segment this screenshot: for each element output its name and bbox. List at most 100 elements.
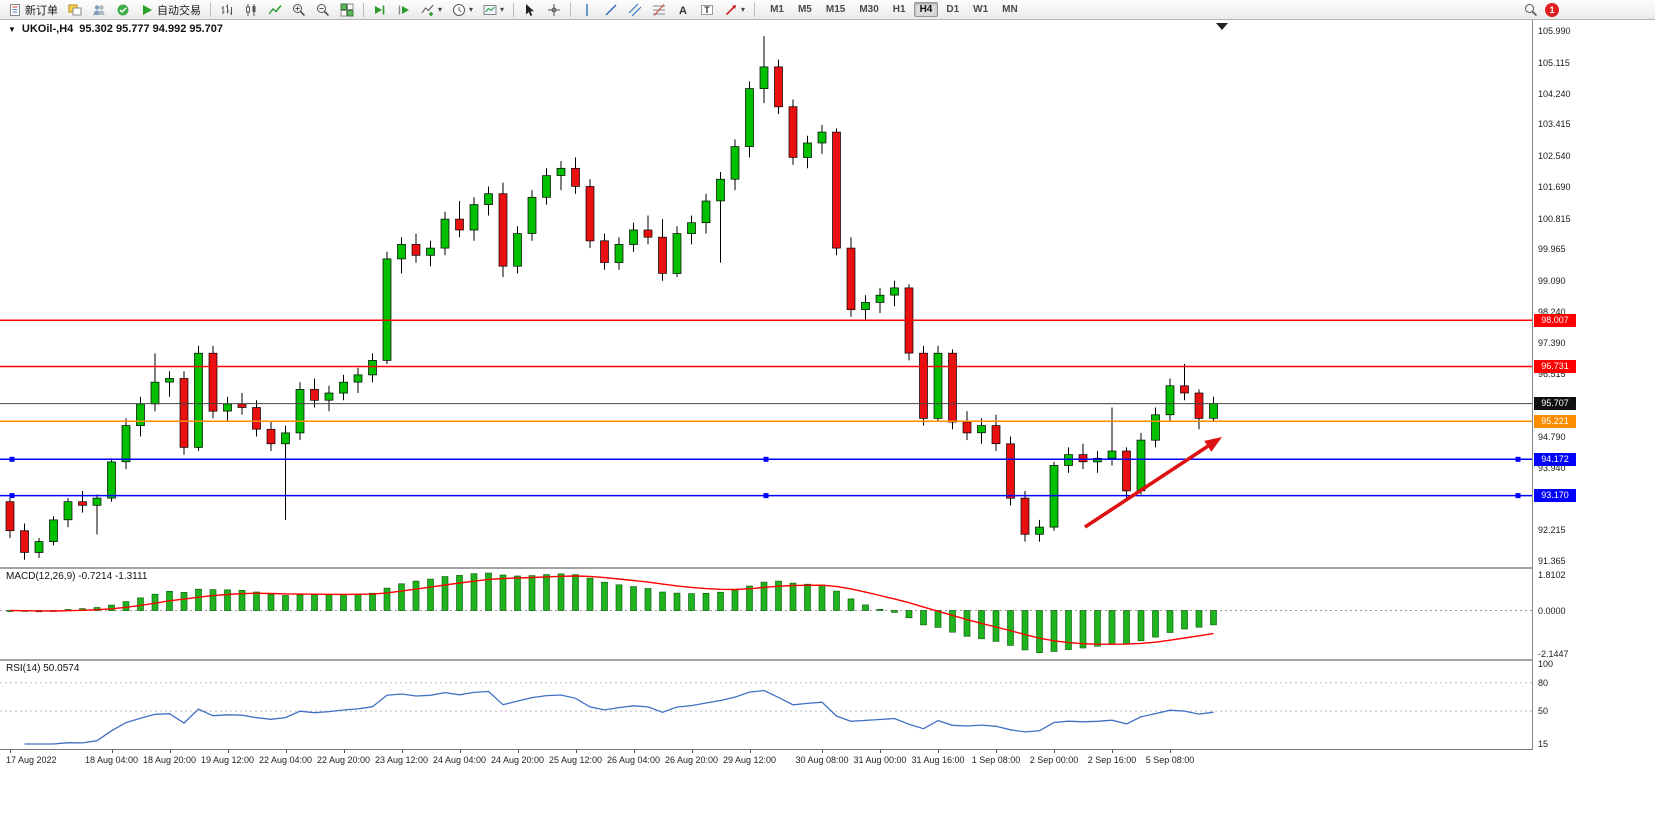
auto-scroll-button[interactable] <box>369 0 391 20</box>
time-axis-tick <box>575 750 577 753</box>
time-axis-tick <box>169 750 171 753</box>
time-axis-separator <box>0 749 1655 750</box>
price-scale-label: 92.215 <box>1538 525 1566 536</box>
vertical-line-button[interactable] <box>576 0 598 20</box>
text-button[interactable]: A <box>672 0 694 20</box>
time-axis-label: 1 Sep 08:00 <box>971 755 1021 765</box>
arrows-button[interactable]: ▾ <box>720 0 749 20</box>
price-scale-label: 103.415 <box>1538 119 1571 130</box>
dropdown-caret: ▾ <box>741 4 746 14</box>
time-axis-label: 25 Aug 12:00 <box>548 755 603 765</box>
hline-handle <box>763 493 769 499</box>
zoom-in-button[interactable] <box>288 0 310 20</box>
templates-icon <box>483 4 497 15</box>
dropdown-caret: ▾ <box>438 4 443 14</box>
time-axis-tick <box>1170 750 1171 753</box>
chart-canvas[interactable] <box>0 20 1532 567</box>
toolbar-separator <box>363 2 364 17</box>
time-axis-label: 31 Aug 16:00 <box>911 755 965 765</box>
price-scale-label: 94.790 <box>1538 431 1566 442</box>
indicators-button[interactable]: ▾ <box>417 0 446 20</box>
notification-badge[interactable]: 1 <box>1545 2 1559 17</box>
time-axis-tick <box>459 750 461 753</box>
time-axis-label: 30 Aug 08:00 <box>795 755 849 765</box>
toolbar-right-group: 1 <box>1524 2 1559 17</box>
trend-arrow-annotation[interactable] <box>1204 437 1222 452</box>
time-axis[interactable]: 17 Aug 2022 18 Aug 04:00 18 Aug 20:00 19 Au… <box>0 750 1655 772</box>
trendline-button[interactable] <box>600 0 622 20</box>
timeframe-d1-button[interactable]: D1 <box>946 4 960 15</box>
profiles-button[interactable] <box>88 0 110 20</box>
clock-icon <box>453 3 466 16</box>
timeframe-m5-button[interactable]: M5 <box>797 4 812 15</box>
market-watch-icon <box>117 4 129 15</box>
rsi-scale-label: 50 <box>1538 706 1549 717</box>
bar-chart-icon <box>221 4 232 15</box>
rsi-scale-label: 100 <box>1538 659 1554 669</box>
text-label-button[interactable]: T <box>696 0 718 20</box>
timeframe-m1-button[interactable]: M1 <box>770 4 784 15</box>
indicators-icon <box>421 4 434 16</box>
timeframe-h1-button[interactable]: H1 <box>892 4 906 15</box>
time-axis-label: 5 Sep 08:00 <box>1145 755 1195 765</box>
templates-button[interactable]: ▾ <box>479 0 508 20</box>
candlestick-chart-button[interactable] <box>240 0 262 20</box>
rsi-canvas[interactable] <box>0 661 1532 749</box>
zoom-out-button[interactable] <box>312 0 334 20</box>
tile-windows-button[interactable] <box>336 0 358 20</box>
one-click-collapse-icon[interactable]: ▼ <box>8 24 16 34</box>
cursor-button[interactable] <box>519 0 541 20</box>
rsi-line <box>24 689 1214 745</box>
time-axis-tick <box>517 750 519 753</box>
chart-shift-button[interactable] <box>393 0 415 20</box>
time-axis-tick <box>691 750 693 753</box>
price-scale[interactable]: 105.990 105.115 104.240 103.415 102.540 101.6… <box>1532 20 1655 750</box>
time-axis-tick <box>749 750 751 753</box>
rsi-value: 50.0574 <box>43 663 80 674</box>
time-axis-label: 22 Aug 20:00 <box>316 755 371 765</box>
timeframe-mn-button[interactable]: MN <box>1002 4 1018 15</box>
macd-indicator-label: MACD(12,26,9) -0.7214 -1.3111 <box>6 571 148 582</box>
crosshair-button[interactable] <box>543 0 565 20</box>
timeframe-w1-button[interactable]: W1 <box>973 4 989 15</box>
price-scale-label: 104.240 <box>1538 89 1571 100</box>
time-axis-label: 17 Aug 2022 <box>6 755 57 765</box>
time-axis-tick <box>996 750 997 753</box>
line-chart-button[interactable] <box>264 0 286 20</box>
panel-resize-sash[interactable] <box>0 567 1655 569</box>
autotrade-label: 自动交易 <box>157 4 201 17</box>
equidistant-channel-icon <box>628 3 642 16</box>
chart-shift-icon <box>398 5 409 14</box>
time-axis-tick <box>343 750 345 753</box>
timeframe-m15-button[interactable]: M15 <box>825 4 846 15</box>
dropdown-caret: ▾ <box>500 4 505 14</box>
time-axis-tick <box>633 750 635 753</box>
channel-button[interactable] <box>624 0 646 20</box>
macd-canvas[interactable] <box>0 569 1532 659</box>
charts-button[interactable] <box>64 0 86 20</box>
search-icon[interactable] <box>1524 3 1538 17</box>
new-order-button[interactable]: 新订单 <box>4 0 62 20</box>
bar-chart-button[interactable] <box>216 0 238 20</box>
periods-button[interactable]: ▾ <box>448 0 477 20</box>
fibonacci-button[interactable] <box>648 0 670 20</box>
time-axis-tick <box>111 750 113 753</box>
panel-resize-sash[interactable] <box>0 659 1655 661</box>
timeframe-h4-button[interactable]: H4 <box>913 2 939 17</box>
time-axis-label: 31 Aug 00:00 <box>853 755 907 765</box>
crosshair-icon <box>548 3 561 16</box>
auto-scroll-icon <box>375 5 385 14</box>
toolbar-separator <box>570 2 572 17</box>
timeframe-m30-button[interactable]: M30 <box>859 4 879 15</box>
chart-shift-marker <box>1216 23 1228 30</box>
time-axis-tick <box>822 750 823 753</box>
hline-handle <box>1515 493 1521 499</box>
macd-scale-label: -2.1447 <box>1538 649 1569 659</box>
price-badge-98.007: 98.007 <box>1534 313 1576 327</box>
price-scale-label: 99.965 <box>1538 244 1566 255</box>
market-watch-button[interactable] <box>112 0 134 20</box>
rsi-scale-label: 80 <box>1538 677 1549 688</box>
time-axis-label: 19 Aug 12:00 <box>200 755 255 765</box>
price-scale-label: 99.090 <box>1538 276 1566 287</box>
autotrade-button[interactable]: 自动交易 <box>136 0 205 20</box>
